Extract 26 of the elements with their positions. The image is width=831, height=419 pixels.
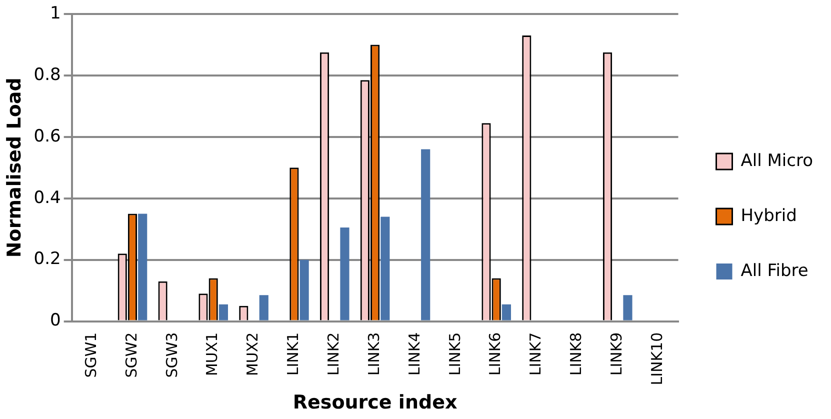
legend-label: All Micro: [740, 150, 813, 171]
y-axis-title: Normalised Load: [3, 78, 26, 258]
x-axis-title: Resource index: [292, 392, 458, 414]
y-tick-label: 0.8: [34, 64, 61, 85]
legend-label: All Fibre: [740, 260, 808, 281]
x-tick-label: LINK5: [446, 332, 464, 376]
x-tick-label: LINK2: [324, 332, 343, 376]
x-tick-label: LINK8: [567, 332, 586, 376]
y-tick-label: 0: [50, 310, 61, 331]
x-tick-label: LINK1: [284, 332, 302, 376]
x-tick-label: SGW1: [82, 332, 100, 378]
x-tick-label: LINK7: [526, 332, 545, 376]
x-tick-label: SGW2: [122, 332, 140, 378]
x-tick-label: LINK4: [405, 332, 424, 376]
y-tick-label: 0.6: [34, 126, 61, 146]
x-tick-label: LINK9: [608, 332, 626, 376]
y-tick-label: 0.4: [34, 188, 61, 208]
x-tick-label: MUX1: [203, 332, 222, 376]
y-tick-label: 1: [50, 3, 61, 24]
x-tick-label: SGW3: [162, 332, 181, 378]
x-tick-label: LINK3: [364, 332, 383, 376]
y-tick-label: 0.2: [34, 249, 61, 270]
legend-label: Hybrid: [740, 206, 797, 226]
x-tick-label: LINK10: [648, 332, 666, 386]
x-tick-label: MUX2: [244, 332, 262, 376]
x-tick-label: LINK6: [486, 332, 504, 376]
